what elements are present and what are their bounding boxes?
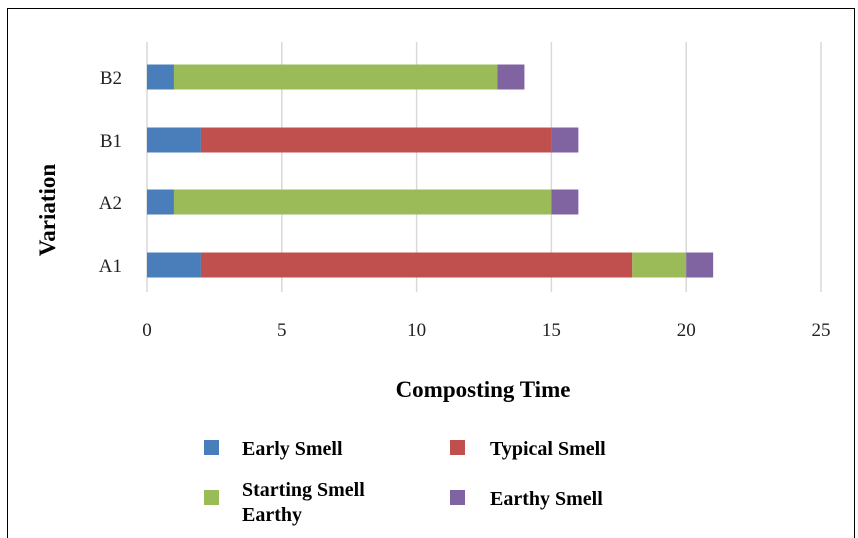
bar-a1-series-1 [200, 252, 633, 278]
bar-a2-series-2 [173, 189, 552, 215]
legend-swatch-0 [204, 440, 219, 455]
legend-swatch-1 [450, 440, 465, 455]
x-tick-20: 20 [677, 320, 696, 341]
y-axis-title: Variation [35, 164, 60, 257]
legend-label-2-line-1: Earthy [242, 504, 302, 526]
x-tick-0: 0 [142, 320, 152, 341]
x-axis-title: Composting Time [396, 377, 571, 402]
chart-frame [7, 8, 855, 538]
y-tick-labels: A1 A2 B1 B2 [99, 68, 122, 277]
x-tick-5: 5 [277, 320, 287, 341]
y-tick-b1: B1 [100, 131, 122, 152]
bar-a2-series-0 [147, 189, 174, 215]
legend-label-1: Typical Smell [490, 438, 606, 460]
legend: Early Smell Typical Smell Starting Smell Ea… [204, 438, 606, 526]
bar-b2-series-3 [497, 64, 525, 90]
bar-a2-series-3 [551, 189, 579, 215]
bar-b1-series-3 [551, 127, 579, 153]
bar-a1-series-3 [686, 252, 714, 278]
legend-swatch-2 [204, 490, 219, 505]
legend-label-3: Earthy Smell [490, 488, 603, 510]
x-tick-10: 10 [407, 320, 426, 341]
bar-a1-series-0 [147, 252, 201, 278]
x-tick-labels: 0 5 10 15 20 25 [142, 320, 830, 341]
bars [147, 64, 714, 278]
bar-b2-series-2 [173, 64, 498, 90]
legend-label-2-line-0: Starting Smell [242, 479, 365, 501]
y-tick-a1: A1 [99, 256, 122, 277]
bar-b1-series-0 [147, 127, 201, 153]
legend-label-0: Early Smell [242, 438, 343, 460]
y-tick-b2: B2 [100, 68, 122, 89]
x-tick-15: 15 [542, 320, 561, 341]
x-tick-25: 25 [812, 320, 831, 341]
bar-b1-series-1 [200, 127, 552, 153]
legend-swatch-3 [450, 490, 465, 505]
bar-b2-series-0 [147, 64, 174, 90]
y-tick-a2: A2 [99, 193, 122, 214]
bar-a1-series-2 [632, 252, 687, 278]
